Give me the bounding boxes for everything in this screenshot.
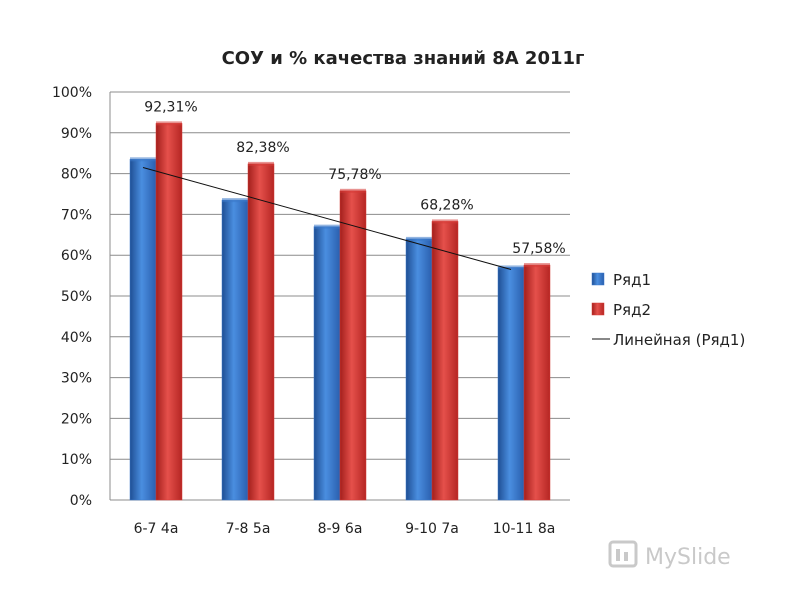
bar-cap bbox=[524, 263, 550, 268]
y-tick-label: 50% bbox=[61, 289, 92, 305]
bars bbox=[129, 121, 551, 501]
bar-ряд1-1 bbox=[221, 199, 249, 501]
legend-label-1: Ряд2 bbox=[613, 301, 651, 319]
trendline-ряд1 bbox=[142, 166, 512, 270]
bar-ряд1-3 bbox=[405, 238, 433, 501]
legend-swatch-0 bbox=[591, 272, 605, 286]
bar-ряд2-3 bbox=[431, 221, 459, 501]
watermark: MySlide bbox=[608, 540, 731, 570]
y-tick-label: 90% bbox=[61, 126, 92, 142]
x-tick-label: 6-7 4а bbox=[134, 521, 179, 537]
y-tick-label: 30% bbox=[61, 371, 92, 387]
bar-cap bbox=[406, 236, 432, 241]
y-tick-label: 40% bbox=[61, 330, 92, 346]
watermark-text: MySlide bbox=[645, 545, 731, 570]
x-axis-ticks: 6-7 4а 7-8 5а 8-9 6а 9-10 7а 10-11 8а bbox=[134, 521, 556, 537]
bar-ряд2-1 bbox=[247, 163, 275, 501]
bar-cap bbox=[432, 219, 458, 224]
x-tick-label: 7-8 5а bbox=[226, 521, 271, 537]
y-tick-label: 60% bbox=[61, 248, 92, 264]
bar-ряд1-2 bbox=[313, 226, 341, 501]
bar-cap bbox=[222, 198, 248, 203]
x-tick-label: 10-11 8а bbox=[493, 521, 556, 537]
x-tick-label: 9-10 7а bbox=[405, 521, 459, 537]
bar-cap bbox=[314, 224, 340, 229]
bar-ряд2-2 bbox=[339, 190, 367, 501]
bar-cap bbox=[130, 157, 156, 162]
bar-cap bbox=[340, 188, 366, 193]
bar-cap bbox=[248, 161, 274, 166]
chart-title: СОУ и % качества знаний 8А 2011г bbox=[222, 48, 585, 69]
y-tick-label: 100% bbox=[52, 85, 92, 101]
y-tick-label: 80% bbox=[61, 167, 92, 183]
data-label: 57,58% bbox=[512, 241, 565, 257]
bar-ряд1-0 bbox=[129, 159, 157, 501]
data-label: 92,31% bbox=[144, 99, 197, 115]
watermark-logo-bar bbox=[616, 549, 620, 561]
data-label: 82,38% bbox=[236, 140, 289, 156]
bar-ряд1-4 bbox=[497, 267, 525, 501]
bar-ряд2-4 bbox=[523, 264, 551, 501]
legend-label-trend: Линейная (Ряд1) bbox=[613, 331, 745, 349]
y-tick-label: 20% bbox=[61, 411, 92, 427]
x-tick-label: 8-9 6а bbox=[318, 521, 363, 537]
data-label: 68,28% bbox=[420, 197, 473, 213]
y-tick-label: 10% bbox=[61, 452, 92, 468]
y-tick-label: 0% bbox=[70, 493, 92, 509]
watermark-logo-bar bbox=[624, 552, 628, 561]
data-label: 75,78% bbox=[328, 167, 381, 183]
bar-cap bbox=[156, 121, 182, 126]
y-tick-label: 70% bbox=[61, 207, 92, 223]
watermark-logo-icon bbox=[608, 540, 638, 568]
y-axis-ticks: 0% 10% 20% 30% 40% 50% 60% 70% 80% 90% 100% bbox=[52, 85, 92, 509]
data-labels: 92,31% 82,38% 75,78% 68,28% 57,58% bbox=[144, 99, 565, 257]
legend-swatch-1 bbox=[591, 302, 605, 316]
legend: Ряд1 Ряд2 Линейная (Ряд1) bbox=[591, 271, 745, 349]
bar-ряд2-0 bbox=[155, 123, 183, 501]
bar-cap bbox=[498, 265, 524, 270]
trendline bbox=[142, 166, 512, 270]
legend-label-0: Ряд1 bbox=[613, 271, 651, 289]
